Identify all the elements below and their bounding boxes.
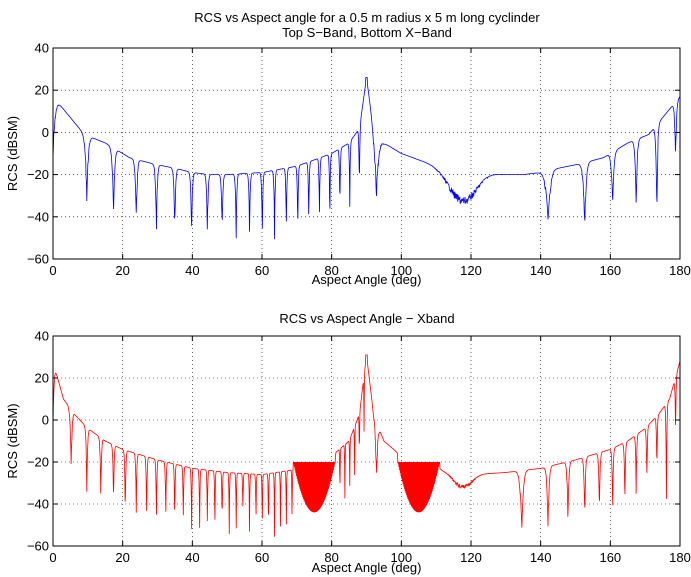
x-tick-label: 140 (530, 550, 552, 565)
top-chart-grid (53, 48, 680, 259)
x-tick-label: 180 (669, 263, 691, 278)
x-tick-label: 0 (49, 263, 56, 278)
top-chart-plot-frame (52, 47, 681, 260)
y-tick-label: −20 (27, 167, 49, 182)
x-tick-label: 20 (115, 263, 129, 278)
top-chart-sband: RCS vs Aspect angle for a 0.5 m radius x… (5, 10, 691, 287)
bottom-chart-plot-frame (52, 335, 681, 547)
y-tick-label: 20 (35, 83, 49, 98)
x-tick-label: 140 (530, 263, 552, 278)
x-tick-label: 120 (460, 263, 482, 278)
x-tick-label: 120 (460, 550, 482, 565)
top-chart-y-axis-label: RCS (dBSM) (5, 116, 20, 191)
y-tick-label: 20 (35, 371, 49, 386)
x-tick-label: 60 (255, 263, 269, 278)
x-tick-label: 60 (255, 550, 269, 565)
y-tick-label: 40 (35, 41, 49, 56)
x-tick-label: 40 (185, 550, 199, 565)
bottom-chart-xband: RCS vs Aspect Angle − Xband 0 20 40 60 80 100… (5, 311, 691, 575)
top-chart-ticks: 0 20 40 60 80 100 120 140 160 180 −60 −40 −20 0 20 40 (27, 41, 691, 279)
top-chart-x-axis-label: Aspect Angle (deg) (312, 272, 422, 287)
y-tick-label: −60 (27, 539, 49, 554)
bottom-chart-title: RCS vs Aspect Angle − Xband (279, 311, 454, 326)
x-tick-label: 160 (599, 263, 621, 278)
y-tick-label: 0 (42, 125, 49, 140)
x-tick-label: 0 (49, 550, 56, 565)
x-tick-label: 100 (390, 550, 412, 565)
top-chart-title: RCS vs Aspect angle for a 0.5 m radius x… (194, 10, 540, 25)
y-tick-label: 40 (35, 329, 49, 344)
x-tick-label: 40 (185, 263, 199, 278)
bottom-chart-x-axis-label: Aspect Angle (deg) (312, 560, 422, 575)
x-tick-label: 160 (599, 550, 621, 565)
y-tick-label: −40 (27, 209, 49, 224)
bottom-chart-y-axis-label: RCS (dBSM) (5, 403, 20, 478)
x-tick-label: 20 (115, 550, 129, 565)
bottom-chart-xband-line (52, 354, 681, 537)
y-tick-label: −20 (27, 455, 49, 470)
x-tick-label: 80 (324, 550, 338, 565)
top-chart-subtitle: Top S−Band, Bottom X−Band (282, 25, 452, 40)
bottom-chart-grid (53, 336, 680, 546)
y-tick-label: −60 (27, 252, 49, 267)
bottom-chart-ticks: 0 20 40 60 80 100 120 140 160 180 −60 −40 −20 0 20 40 (27, 329, 691, 566)
x-tick-label: 180 (669, 550, 691, 565)
y-tick-label: −40 (27, 497, 49, 512)
x-tick-label: 100 (390, 263, 412, 278)
y-tick-label: 0 (42, 413, 49, 428)
x-tick-label: 80 (324, 263, 338, 278)
top-chart-sband-line (52, 77, 681, 240)
